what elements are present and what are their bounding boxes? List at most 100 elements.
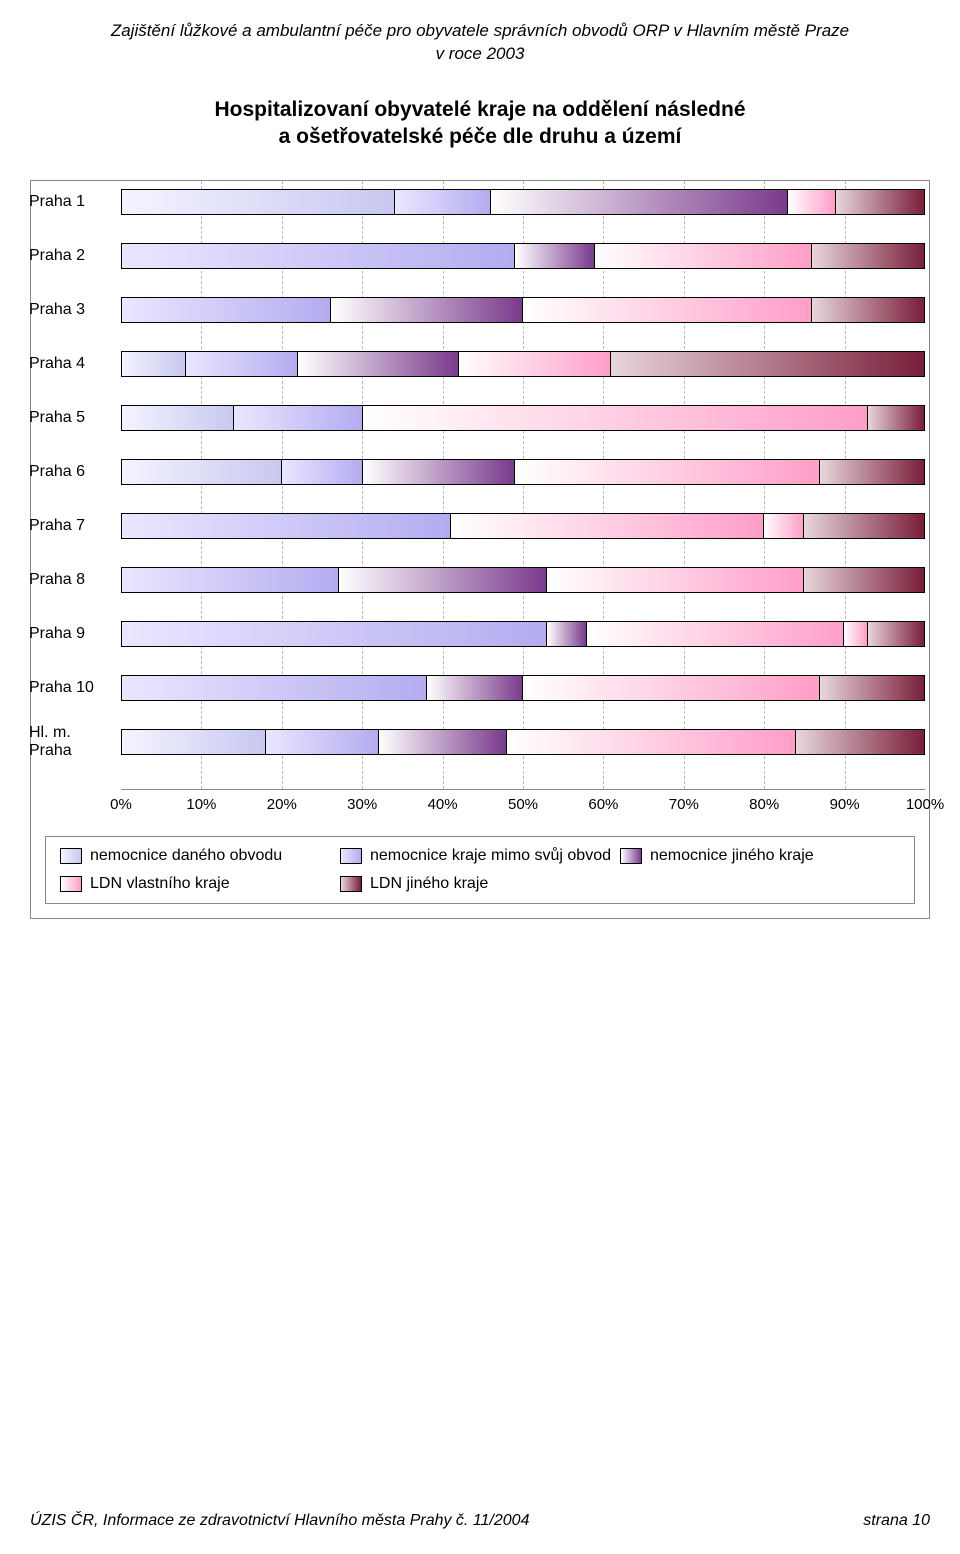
bar-segment xyxy=(820,460,924,484)
bar-track xyxy=(121,459,925,485)
bar-segment xyxy=(122,676,427,700)
bar-track xyxy=(121,621,925,647)
bar-track xyxy=(121,513,925,539)
legend-item: nemocnice daného obvodu xyxy=(60,847,340,865)
bar-segment xyxy=(764,514,804,538)
x-axis: 0%10%20%30%40%50%60%70%80%90%100% xyxy=(121,789,925,818)
bar-segment xyxy=(122,622,547,646)
x-tick: 20% xyxy=(267,796,297,813)
x-tick: 30% xyxy=(347,796,377,813)
page-header-line2: v roce 2003 xyxy=(30,43,930,66)
bar-segment xyxy=(186,352,298,376)
chart-title: Hospitalizovaní obyvatelé kraje na odděl… xyxy=(30,96,930,151)
chart-title-line1: Hospitalizovaní obyvatelé kraje na odděl… xyxy=(30,96,930,123)
bar-track xyxy=(121,729,925,755)
bar-segment xyxy=(595,244,812,268)
bar-segment xyxy=(611,352,924,376)
bar-track xyxy=(121,567,925,593)
legend-swatch xyxy=(60,876,82,892)
bar-segment xyxy=(298,352,458,376)
bar-segment xyxy=(547,568,804,592)
bar-segment xyxy=(844,622,868,646)
bar-segment xyxy=(395,190,491,214)
x-tick: 50% xyxy=(508,796,538,813)
footer-right: strana 10 xyxy=(863,1512,930,1530)
legend-label: nemocnice kraje mimo svůj obvod xyxy=(370,847,611,865)
bar-row: Praha 7 xyxy=(121,513,925,539)
category-label: Praha 5 xyxy=(29,409,111,427)
x-tick: 90% xyxy=(830,796,860,813)
legend-swatch xyxy=(340,848,362,864)
bar-row: Praha 4 xyxy=(121,351,925,377)
bar-segment xyxy=(804,568,924,592)
bar-segment xyxy=(122,406,234,430)
bar-segment xyxy=(812,298,924,322)
bar-segment xyxy=(515,244,595,268)
bar-segment xyxy=(812,244,924,268)
plot-area: Praha 1Praha 2Praha 3Praha 4Praha 5Praha… xyxy=(121,181,925,789)
category-label: Praha 10 xyxy=(29,679,111,697)
category-label: Praha 8 xyxy=(29,571,111,589)
bar-row: Praha 3 xyxy=(121,297,925,323)
x-tick: 100% xyxy=(906,796,944,813)
legend-label: nemocnice daného obvodu xyxy=(90,847,282,865)
bar-segment xyxy=(331,298,523,322)
bar-segment xyxy=(363,460,515,484)
bar-segment xyxy=(459,352,611,376)
legend-swatch xyxy=(620,848,642,864)
bar-segment xyxy=(363,406,868,430)
x-tick: 0% xyxy=(110,796,132,813)
bar-segment xyxy=(427,676,523,700)
category-label: Hl. m. Praha xyxy=(29,724,111,760)
legend-item: nemocnice kraje mimo svůj obvod xyxy=(340,847,620,865)
bar-row: Praha 6 xyxy=(121,459,925,485)
bar-row: Praha 2 xyxy=(121,243,925,269)
category-label: Praha 4 xyxy=(29,355,111,373)
bar-segment xyxy=(868,406,924,430)
bar-segment xyxy=(234,406,362,430)
bar-segment xyxy=(796,730,924,754)
x-tick: 10% xyxy=(186,796,216,813)
bar-segment xyxy=(836,190,924,214)
bar-segment xyxy=(282,460,362,484)
bar-segment xyxy=(122,460,282,484)
chart-title-line2: a ošetřovatelské péče dle druhu a území xyxy=(30,123,930,150)
bar-segment xyxy=(379,730,507,754)
legend-swatch xyxy=(340,876,362,892)
category-label: Praha 9 xyxy=(29,625,111,643)
legend-swatch xyxy=(60,848,82,864)
legend-item: nemocnice jiného kraje xyxy=(620,847,900,865)
x-tick: 40% xyxy=(428,796,458,813)
bar-segment xyxy=(122,352,186,376)
bar-segment xyxy=(788,190,836,214)
bar-track xyxy=(121,351,925,377)
bar-track xyxy=(121,675,925,701)
bar-segment xyxy=(587,622,844,646)
bar-row: Praha 10 xyxy=(121,675,925,701)
bar-segment xyxy=(122,568,339,592)
bar-segment xyxy=(820,676,924,700)
category-label: Praha 1 xyxy=(29,193,111,211)
bar-segment xyxy=(339,568,548,592)
bar-segment xyxy=(122,244,515,268)
bar-segment xyxy=(122,298,331,322)
bar-segment xyxy=(523,298,812,322)
page-footer: ÚZIS ČR, Informace ze zdravotnictví Hlav… xyxy=(30,1512,930,1530)
legend-item: LDN jiného kraje xyxy=(340,875,620,893)
category-label: Praha 2 xyxy=(29,247,111,265)
bar-segment xyxy=(507,730,796,754)
bar-segment xyxy=(451,514,764,538)
bar-segment xyxy=(868,622,924,646)
legend: nemocnice daného obvodu nemocnice kraje m… xyxy=(45,836,915,904)
bar-track xyxy=(121,189,925,215)
bar-row: Praha 9 xyxy=(121,621,925,647)
x-tick: 70% xyxy=(669,796,699,813)
legend-label: LDN jiného kraje xyxy=(370,875,488,893)
bar-track xyxy=(121,243,925,269)
page-header-line1: Zajištění lůžkové a ambulantní péče pro … xyxy=(30,20,930,43)
bar-row: Praha 8 xyxy=(121,567,925,593)
category-label: Praha 6 xyxy=(29,463,111,481)
bar-segment xyxy=(122,514,451,538)
bar-segment xyxy=(122,730,266,754)
bar-row: Praha 1 xyxy=(121,189,925,215)
